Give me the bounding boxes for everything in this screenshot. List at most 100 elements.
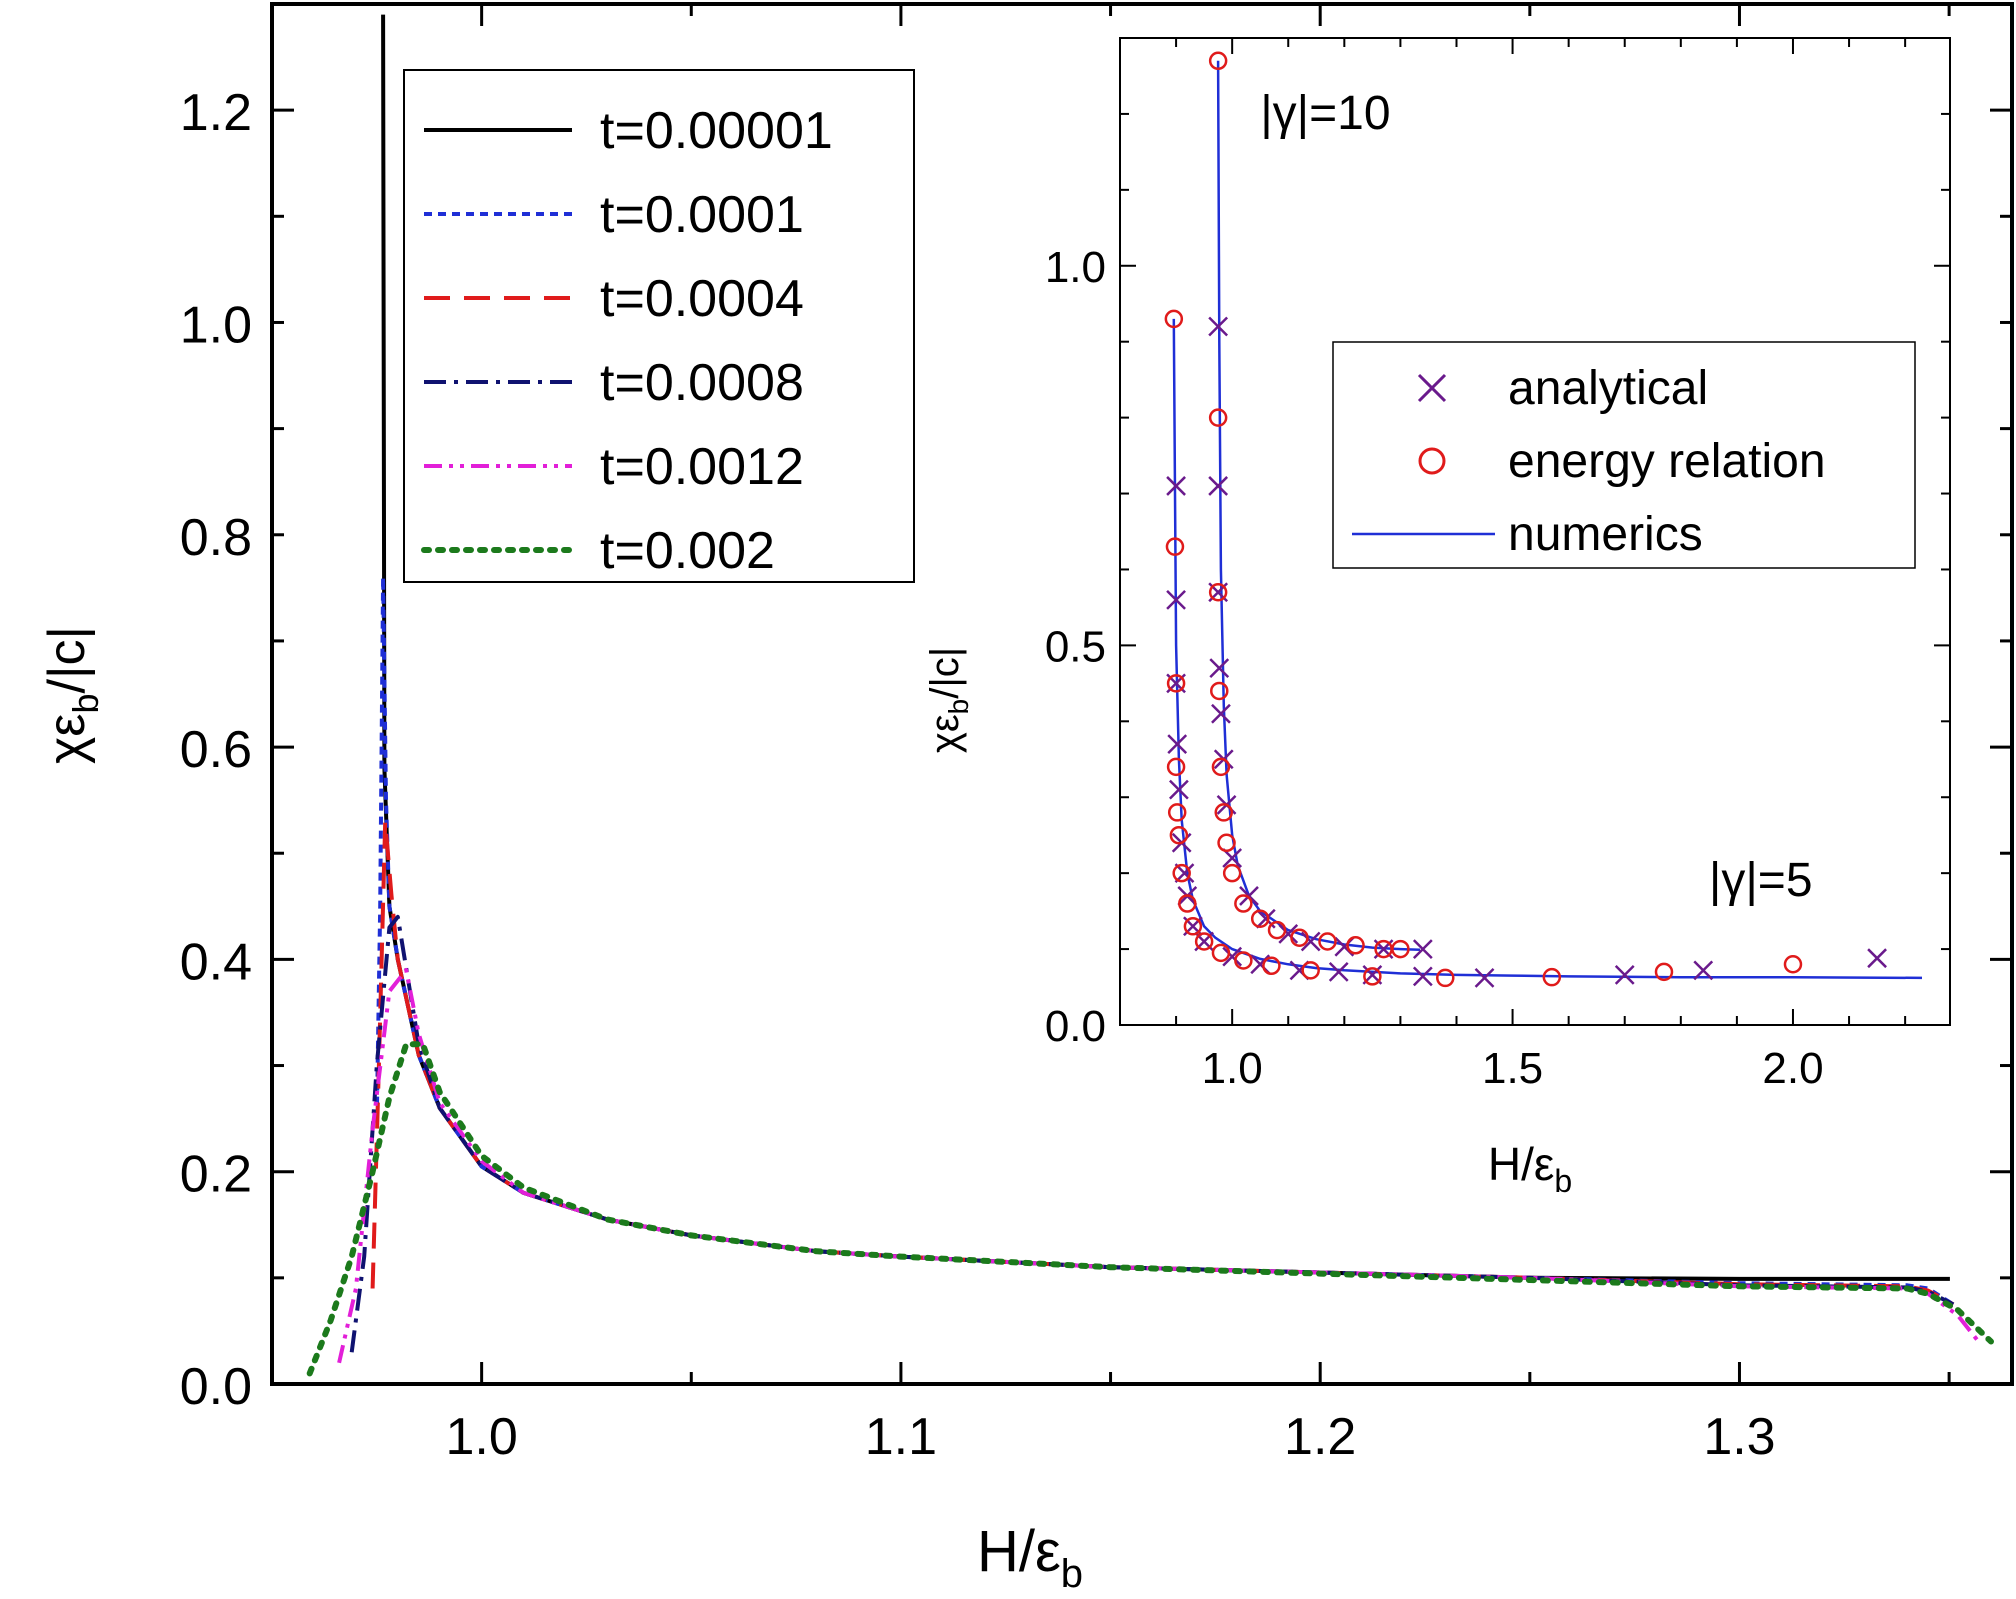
inset-energy-point [1654,962,1674,982]
inset-annotations: |γ|=10 |γ|=5 [1260,87,1812,907]
x-tick-label: 1.3 [1703,1408,1775,1466]
inset-energy-point [1211,757,1231,777]
inset-analytical-point [1278,924,1299,944]
inset-energy-point [1262,956,1281,976]
inset-analytical-point [1222,946,1243,967]
inset-y-label-tail: /|c| [923,647,967,699]
inset-energy-point [1346,936,1365,955]
inset-energy-point [1211,943,1231,963]
inset-legend-label-2: numerics [1508,508,1703,561]
main-plot: 0.00.20.40.60.81.01.21.0 1.1 1.2 1.3 H/εb χ… [38,2,2014,1596]
inset-analytical-point [1300,931,1321,952]
inset-y-tick-label: 0.5 [1045,622,1106,671]
inset-y-label-text: χε [923,714,967,753]
inset-legend-box [1332,341,1916,569]
inset-analytical-point [1208,476,1229,496]
inset-annotation-1: |γ|=5 [1709,854,1813,907]
inset-analytical-point [1412,966,1433,987]
inset-analytical-point [1239,886,1259,906]
main-y-label-text: χε [38,714,96,764]
x-tick-label: 1.0 [445,1408,517,1466]
inset-analytical-point [1328,961,1349,982]
inset-energy-point [1318,932,1337,951]
main-legend: t=0.00001 t=0.0001 t=0.0004 t=0.0008 t=0.001… [403,69,915,583]
x-tick-label: 1.2 [1284,1408,1356,1466]
inset-axis-ticks [1119,37,1950,1026]
inset-tick-labels: 0.0 0.5 1.0 1.0 1.5 2.0 [1045,243,1824,1093]
inset-analytical-point [1169,779,1189,800]
inset-energy-point [1208,582,1228,602]
inset-analytical-point [1474,968,1495,988]
inset-energy-point [1234,894,1253,913]
inset-annotation-0: |γ|=10 [1260,87,1390,140]
inset-energy-point [1178,894,1197,913]
inset-energy-point [1166,674,1186,693]
main-y-label-tail: /|c| [38,626,96,693]
inset-energy-point [1436,968,1455,988]
inset-legend-label-1: energy relation [1508,435,1826,488]
inset-energy-point [1217,833,1236,853]
y-tick-label: 0.4 [180,933,252,991]
inset-energy-point [1267,920,1287,940]
inset-analytical-point [1614,965,1635,985]
y-tick-label: 1.2 [180,84,252,142]
inset-analytical-point [1167,734,1188,754]
inset-energy-point [1166,757,1186,777]
main-plot-frame [270,2,2014,1386]
y-tick-label: 0.2 [180,1146,252,1204]
inset-energy-point [1542,967,1562,987]
inset-y-label-sub: b [943,699,974,715]
legend-label-3: t=0.0008 [600,354,804,412]
main-axis-ticks [270,2,2012,1386]
inset-energy-point [1301,961,1320,980]
inset-legend: analytical energy relation numerics [1332,341,1916,569]
main-tick-labels: 0.0 0.2 0.4 0.6 0.8 1.0 1.2 1.0 1.1 1.2 1.3 [180,84,1776,1466]
inset-analytical-point [1211,703,1231,724]
inset-energy-point [1165,537,1185,556]
inset-energy-point [1391,939,1410,959]
legend-label-2: t=0.0004 [600,270,804,328]
inset-y-axis-label: χεb/|c| [923,647,974,753]
main-x-label-sub: b [1061,1552,1083,1596]
inset-energy-point [1208,51,1228,71]
legend-label-1: t=0.0001 [600,186,804,244]
y-tick-label: 0.8 [180,509,252,567]
y-tick-label: 1.0 [180,296,252,354]
inset-analytical-point [1693,960,1714,981]
inset-series [1164,51,1923,988]
main-x-axis-label: H/εb [977,1519,1083,1596]
inset-energy-point [1250,909,1270,928]
inset-analytical-point [1166,476,1186,496]
inset-energy-point [1183,917,1203,936]
inset-x-tick-label: 1.5 [1482,1044,1543,1093]
main-legend-box [403,69,915,583]
y-tick-label: 0.6 [180,721,252,779]
inset-analytical-point [1412,939,1433,959]
inset-plot: 0.00.51.01.0 1.5 2.0 H/εb χεb/|c| |γ|=10|γ… [923,37,1951,1199]
inset-energy-point [1167,803,1187,822]
inset-legend-marker-energy [1418,447,1446,475]
inset-legend-label-0: analytical [1508,362,1708,415]
main-series-lines [306,14,1994,1377]
inset-analytical-point [1166,589,1186,610]
legend-label-4: t=0.0012 [600,438,804,496]
inset-y-tick-label: 0.0 [1045,1002,1106,1051]
inset-analytical-point [1209,658,1230,679]
inset-x-tick-label: 1.0 [1202,1044,1263,1093]
inset-energy-point [1194,932,1214,951]
inset-energy-point [1222,863,1242,883]
inset-energy-point [1363,967,1382,986]
y-tick-label: 0.0 [180,1358,252,1416]
inset-x-axis-label: H/εb [1488,1138,1572,1199]
inset-y-tick-label: 1.0 [1045,243,1106,292]
legend-label-0: t=0.00001 [600,102,833,160]
inset-energy-point [1172,863,1191,883]
inset-x-tick-label: 2.0 [1762,1044,1823,1093]
inset-energy-point [1169,825,1189,845]
inset-plot-frame [1119,37,1951,1026]
inset-x-label-sub: b [1554,1163,1572,1199]
legend-label-5: t=0.002 [600,522,775,580]
main-y-label-sub: b [65,693,106,713]
inset-analytical-point [1208,316,1229,337]
series-line-5 [306,1041,1994,1377]
